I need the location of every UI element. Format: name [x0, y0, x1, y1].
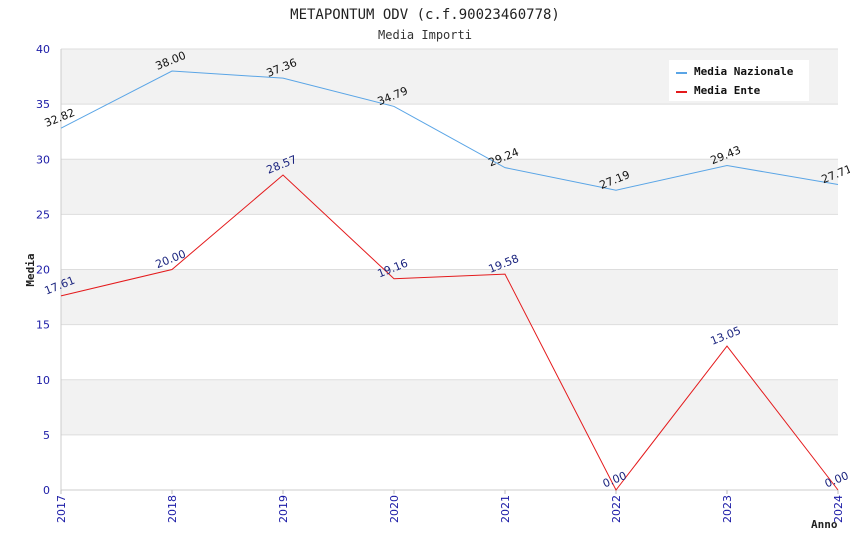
y-tick-label: 15	[36, 319, 50, 332]
y-tick-label: 25	[36, 208, 50, 221]
series-lines	[60, 70, 839, 491]
data-label: 20.00	[154, 247, 188, 271]
x-axis-label: Anno	[811, 518, 838, 531]
legend-box	[669, 60, 809, 101]
background-bands	[61, 49, 838, 435]
x-tick-label: 2022	[610, 495, 623, 523]
x-tick-label: 2019	[277, 495, 290, 523]
x-tick-label: 2024	[832, 495, 845, 523]
y-tick-label: 20	[36, 264, 50, 277]
series-line-0	[60, 70, 839, 191]
x-tick-label: 2018	[166, 495, 179, 523]
y-tick-label: 35	[36, 98, 50, 111]
series-line-1	[60, 174, 839, 491]
data-label: 13.05	[709, 324, 743, 348]
legend: Media Nazionale Media Ente	[669, 60, 809, 101]
legend-label-ente: Media Ente	[694, 84, 761, 97]
y-tick-labels: 0 5 10 15 20 25 30 35 40	[36, 43, 50, 497]
chart-title: METAPONTUM ODV (c.f.90023460778)	[290, 7, 560, 23]
y-tick-label: 10	[36, 374, 50, 387]
y-axis-label: Media	[24, 253, 37, 286]
chart-subtitle: Media Importi	[378, 28, 472, 42]
background-band	[61, 379, 838, 435]
background-band	[61, 159, 838, 215]
x-tick-labels: 2017 2018 2019 2020 2021 2022 2023 2024	[55, 495, 845, 523]
axes	[60, 49, 839, 494]
x-tick-label: 2021	[499, 495, 512, 523]
y-tick-label: 40	[36, 43, 50, 56]
y-tick-label: 30	[36, 153, 50, 166]
x-tick-label: 2020	[388, 495, 401, 523]
y-tick-label: 0	[43, 484, 50, 497]
background-band	[61, 269, 838, 325]
y-tick-label: 5	[43, 429, 50, 442]
x-tick-label: 2023	[721, 495, 734, 523]
x-tick-label: 2017	[55, 495, 68, 523]
legend-label-nazionale: Media Nazionale	[694, 65, 794, 78]
